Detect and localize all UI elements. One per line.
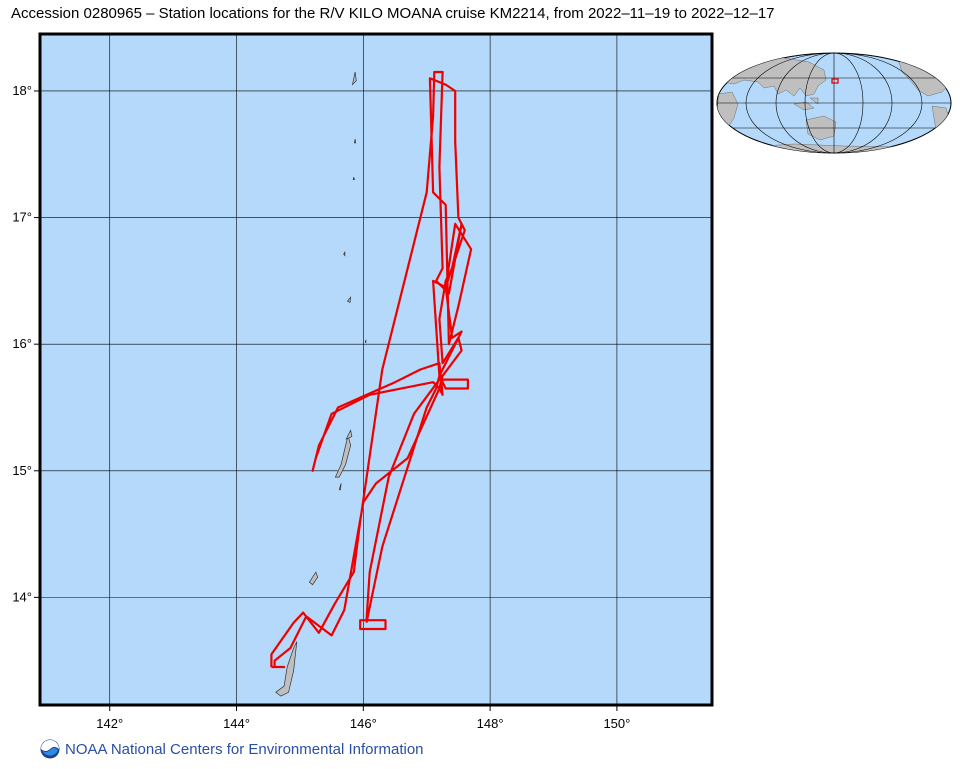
footer: NOAA National Centers for Environmental …: [40, 738, 424, 760]
island: [346, 296, 352, 303]
cruise-track: [359, 77, 473, 631]
x-tick-label: 142°: [96, 716, 123, 731]
map-frame: [38, 32, 714, 707]
x-tick-label: 148°: [477, 716, 504, 731]
island: [345, 429, 353, 440]
map-title: Accession 0280965 – Station locations fo…: [11, 5, 775, 22]
footer-text: NOAA National Centers for Environmental …: [65, 740, 424, 758]
island: [308, 571, 319, 586]
y-tick-label: 18°: [12, 83, 32, 98]
island: [364, 339, 367, 344]
inset-world-map: [716, 52, 952, 154]
inset-land-indonesia: [793, 97, 819, 111]
y-tick-label: 16°: [12, 336, 32, 351]
island: [275, 641, 298, 697]
cruise-track: [270, 70, 463, 669]
y-tick-label: 17°: [12, 210, 32, 225]
x-tick-label: 146°: [350, 716, 377, 731]
island: [338, 483, 342, 491]
island: [334, 435, 351, 478]
noaa-logo-icon: [40, 739, 60, 759]
island: [343, 251, 346, 257]
island: [353, 139, 357, 144]
x-tick-label: 150°: [603, 716, 630, 731]
ocean-area: [40, 34, 712, 705]
inset-location-box: [831, 78, 839, 84]
y-tick-label: 15°: [12, 463, 32, 478]
island: [351, 71, 357, 86]
island: [352, 177, 355, 180]
y-tick-label: 14°: [12, 589, 32, 604]
x-tick-label: 144°: [223, 716, 250, 731]
